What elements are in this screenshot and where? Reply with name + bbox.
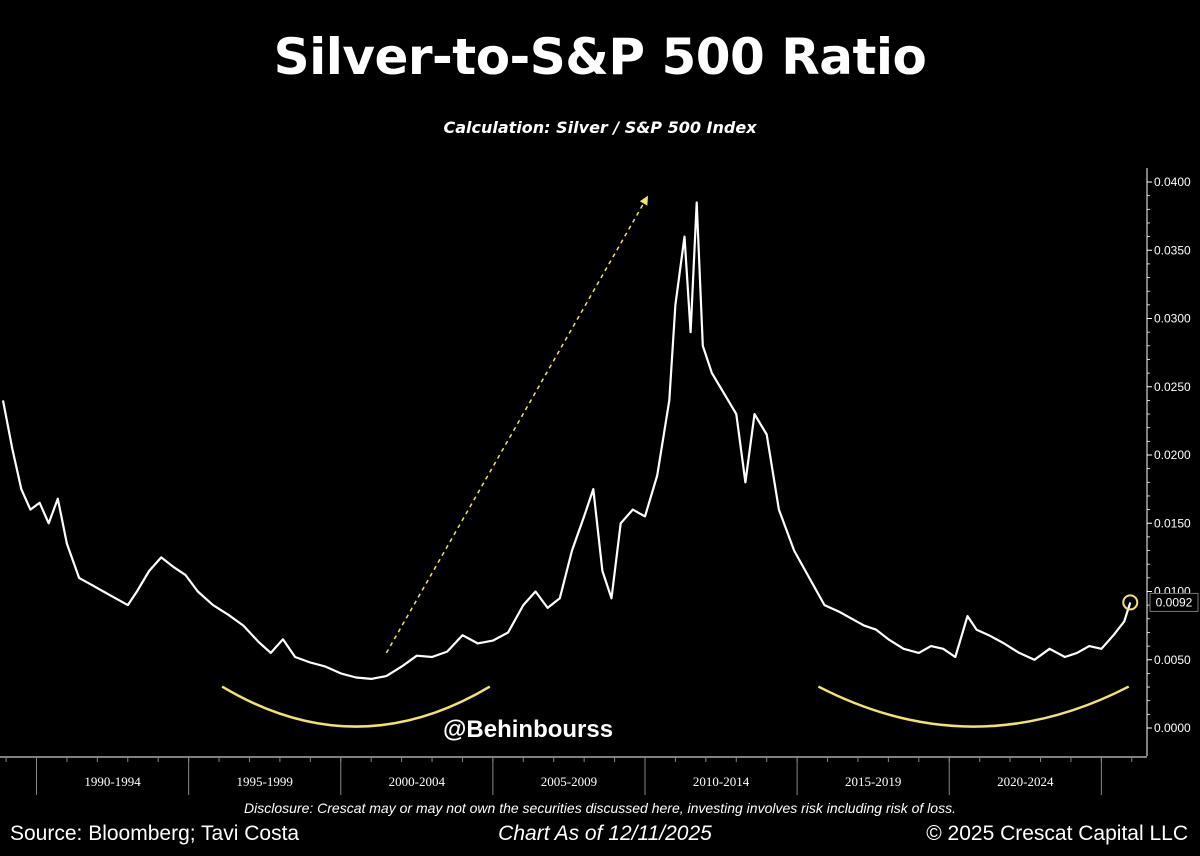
trend-arrow-head: [639, 195, 649, 206]
x-tick-label: 2015-2019: [845, 774, 901, 789]
last-value-box: [1149, 592, 1199, 612]
copyright-text: © 2025 Crescat Capital LLC: [926, 822, 1188, 845]
bottoming-arc: [221, 685, 491, 728]
ratio-series-line: [1, 201, 1132, 680]
x-tick-label: 2000-2004: [389, 774, 446, 789]
bottoming-arc: [817, 685, 1130, 728]
x-tick-label: 2005-2009: [541, 774, 597, 789]
x-tick-label: 2010-2014: [693, 774, 750, 789]
latest-point-circle: [1122, 594, 1139, 611]
x-tick-label: 1990-1994: [84, 774, 141, 789]
y-tick-label: 0.0150: [1154, 516, 1191, 530]
last-value-label: 0.0092: [1156, 595, 1193, 609]
watermark: @Behinbourss: [443, 716, 614, 743]
trend-arrow-dashed: [385, 195, 649, 654]
chart-subtitle: Calculation: Silver / S&P 500 Index: [443, 118, 757, 137]
y-tick-label: 0.0250: [1154, 380, 1191, 394]
chart-title: Silver-to-S&P 500 Ratio: [273, 28, 927, 86]
as-of-date: Chart As of 12/11/2025: [498, 822, 712, 845]
x-tick-label: 2020-2024: [997, 774, 1054, 789]
y-tick-label: 0.0050: [1154, 653, 1191, 667]
y-tick-label: 0.0400: [1154, 175, 1191, 189]
y-tick-label: 0.0000: [1154, 721, 1191, 735]
y-tick-label: 0.0350: [1154, 243, 1191, 257]
y-tick-label: 0.0200: [1154, 448, 1191, 462]
source-text: Source: Bloomberg; Tavi Costa: [10, 822, 300, 845]
x-tick-label: 1995-1999: [237, 774, 293, 789]
y-tick-label: 0.0300: [1154, 312, 1191, 326]
disclosure-text: Disclosure: Crescat may or may not own t…: [244, 800, 956, 816]
